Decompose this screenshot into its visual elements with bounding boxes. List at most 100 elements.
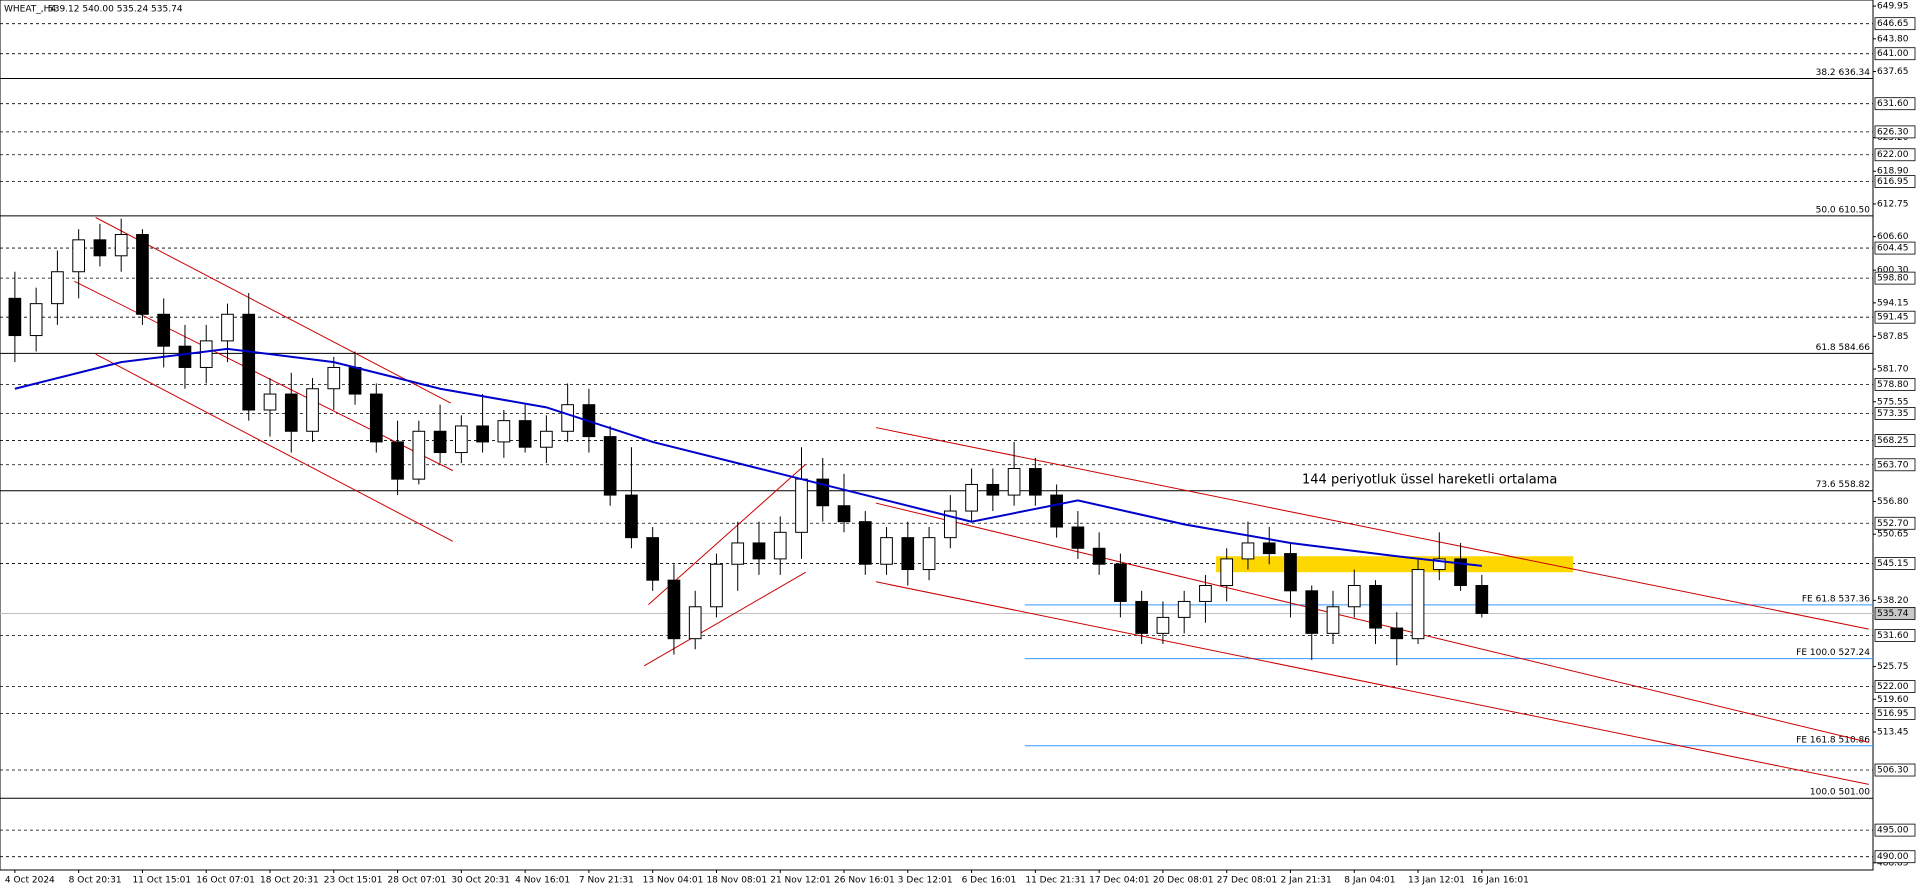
fib-label: 61.8 584.66	[1816, 343, 1871, 353]
candle-body	[327, 366, 341, 390]
level-box	[1874, 175, 1916, 189]
fe-label: FE 161.8 510.86	[1796, 735, 1870, 745]
candle-body	[1454, 558, 1467, 586]
y-tick-label: 556.80	[1877, 497, 1909, 507]
x-tick-label: 13 Nov 04:01	[643, 876, 704, 886]
candle-body	[710, 563, 723, 608]
x-tick-label: 11 Oct 15:01	[132, 876, 191, 886]
x-tick-label: 21 Nov 12:01	[770, 876, 831, 886]
trendline	[95, 353, 454, 542]
fib-label: 50.0 610.50	[1816, 205, 1871, 215]
candle-body	[391, 441, 404, 480]
candle-body	[1326, 606, 1340, 634]
level-box	[1874, 378, 1916, 391]
candle-body	[965, 483, 978, 512]
candle-body	[1177, 600, 1191, 618]
candle-body	[1432, 558, 1446, 571]
level-box	[1874, 557, 1916, 570]
level-label: 563.70	[1877, 460, 1909, 470]
candle-body	[1007, 468, 1021, 496]
x-tick-label: 16 Oct 07:01	[196, 876, 255, 886]
y-tick-label: 637.65	[1877, 67, 1909, 77]
x-tick-label: 18 Oct 20:31	[260, 876, 319, 886]
y-tick-label: 488.85	[1877, 858, 1909, 868]
level-label: 591.45	[1877, 313, 1909, 323]
y-tick-label: 643.80	[1877, 34, 1909, 44]
candle-body	[497, 420, 511, 443]
y-tick-label: 575.55	[1877, 397, 1909, 407]
level-label: 646.65	[1877, 19, 1909, 29]
candle-body	[1092, 547, 1106, 565]
level-box	[1874, 629, 1916, 642]
level-box	[1874, 125, 1916, 139]
level-box	[1874, 241, 1916, 255]
fib-label: 73.6 558.82	[1816, 480, 1870, 490]
level-label: 495.00	[1877, 826, 1909, 836]
level-box	[1874, 763, 1916, 777]
candle-body	[1135, 600, 1149, 634]
level-label: 516.95	[1877, 709, 1909, 719]
candle-body	[1347, 584, 1361, 608]
x-tick-label: 4 Oct 2024	[5, 876, 55, 886]
x-tick-label: 11 Dec 21:31	[1025, 876, 1086, 886]
y-tick-label: 513.45	[1877, 728, 1909, 738]
last-price-label: 535.74	[1877, 609, 1909, 619]
level-box	[1874, 148, 1916, 162]
candle-body	[114, 234, 128, 257]
y-tick-label: 612.75	[1877, 199, 1909, 209]
level-box	[1874, 706, 1916, 720]
level-label: 641.00	[1877, 49, 1909, 59]
candle-body	[561, 404, 574, 432]
candle-body	[943, 510, 957, 539]
candle-body	[752, 542, 766, 560]
level-label: 604.45	[1877, 244, 1909, 254]
x-tick-label: 6 Dec 16:01	[962, 876, 1017, 886]
candle-body	[8, 297, 22, 337]
level-label: 616.95	[1877, 177, 1909, 187]
candle-body	[1050, 494, 1063, 528]
x-tick-label: 13 Jan 12:01	[1408, 876, 1465, 886]
candle-body	[667, 579, 681, 640]
x-tick-label: 30 Oct 20:31	[451, 876, 510, 886]
candle-body	[1390, 627, 1404, 640]
candle-body	[29, 303, 43, 337]
x-tick-label: 16 Jan 16:01	[1472, 876, 1529, 886]
level-box	[1874, 407, 1916, 420]
trendline	[643, 571, 807, 667]
y-tick-label: 600.30	[1877, 266, 1909, 276]
candle-body	[901, 537, 915, 571]
candle-body	[1071, 526, 1085, 549]
y-tick-label: 538.20	[1877, 596, 1909, 606]
y-tick-label: 525.75	[1877, 662, 1909, 672]
candle-body	[858, 521, 872, 565]
candle-body	[51, 271, 64, 305]
y-tick-label: 606.60	[1877, 232, 1909, 242]
candle-body	[306, 388, 319, 432]
candle-body	[540, 430, 553, 448]
candle-body	[93, 239, 107, 257]
candle-body	[1241, 542, 1255, 560]
candle-body	[454, 425, 468, 454]
candle-body	[625, 494, 638, 539]
zone	[1216, 556, 1574, 573]
candle-body	[603, 436, 617, 496]
candle-body	[795, 478, 808, 533]
level-label: 578.80	[1877, 380, 1909, 390]
candle-body	[348, 366, 362, 395]
x-tick-label: 4 Nov 16:01	[515, 876, 570, 886]
chart-title: WHEAT_,H4	[4, 5, 56, 15]
candle-body	[1369, 584, 1382, 629]
x-tick-label: 27 Dec 08:01	[1217, 876, 1278, 886]
candle-body	[816, 478, 830, 507]
trendline	[95, 217, 451, 404]
candle-body	[178, 345, 192, 368]
level-label: 622.00	[1877, 150, 1909, 160]
x-tick-label: 17 Dec 04:01	[1089, 876, 1150, 886]
x-tick-label: 2 Jan 21:31	[1280, 876, 1331, 886]
level-box	[1874, 516, 1916, 530]
fe-label: FE 61.8 537.36	[1802, 594, 1870, 604]
level-box	[1874, 680, 1916, 693]
level-label: 522.00	[1877, 682, 1909, 692]
